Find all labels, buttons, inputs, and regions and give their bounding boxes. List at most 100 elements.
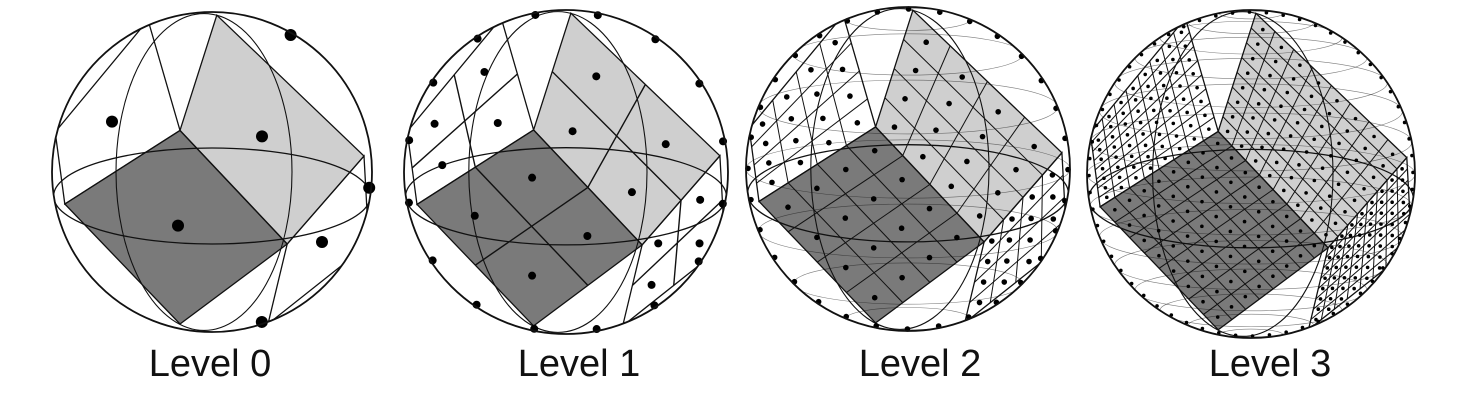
rim-dot [1217,330,1221,335]
pixel-center-dot [1347,244,1351,248]
pixel-center-dot [1378,255,1382,259]
pixel-center-dot [995,108,1001,115]
pixel-center-dot [1214,214,1218,219]
pixel-center-dot [1256,102,1261,106]
pixel-center-dot [1156,204,1161,208]
pixel-center-dot [696,195,705,204]
pixel-center-dot [1390,244,1395,249]
pixel-center-dot [964,158,970,165]
pixel-center-dot [1390,233,1395,238]
rim-dot [1281,13,1285,18]
pixel-center-dot [1298,254,1303,258]
pixel-center-dot [1256,259,1261,264]
pixel-center-dot [1165,96,1169,101]
pixel-center-dot [1333,221,1338,226]
pixel-center-dot [1155,58,1160,63]
pixel-center-dot [1119,185,1124,190]
pixel-center-dot [1370,200,1374,205]
pixel-center-dot [1325,266,1330,270]
pixel-center-dot [1245,71,1250,75]
pixel-center-dot [1354,158,1359,163]
pixel-center-dot [1336,182,1341,187]
pixel-center-dot [1168,109,1172,113]
sphere-outline [745,6,1071,332]
pixel-center-dot [766,160,772,166]
pixel-center-dot [1146,154,1150,159]
pixel-center-dot [1117,175,1122,180]
pixel-center-dot [1195,85,1199,90]
pixel-center-dot [1271,274,1275,279]
pixel-center-dot [1178,84,1182,88]
pixel-center-dot [1257,284,1261,289]
rim-dot [1233,333,1238,338]
rim-dot [1284,330,1288,334]
pixel-center-dot [870,196,877,202]
pixel-center-dot [1200,249,1204,254]
pixel-center-dot [788,115,795,122]
light-face [875,10,1062,242]
pixel-center-dot [1327,111,1332,116]
pixel-center-dot [1240,85,1245,90]
pixel-center-dot [1284,214,1289,219]
pixel-center-dot [1319,124,1324,129]
pixel-center-dot [926,205,933,212]
pixel-center-dot [1031,143,1037,150]
pixel-center-dot [1368,222,1373,226]
pixel-center-dot [627,188,636,197]
rim-dot [1410,187,1415,192]
pixel-center-dot [1215,289,1219,294]
pixel-center-dot [1143,72,1148,77]
pixel-center-dot [1352,198,1357,203]
pixel-center-dot [923,39,929,46]
pixel-center-dot [1050,216,1057,222]
rim-dot [1267,333,1272,337]
pixel-center-dot [1354,265,1359,269]
sphere-outline [1086,9,1416,339]
pixel-center-dot [1243,170,1248,175]
pixel-center-dot [899,176,905,183]
pixel-center-dot [1332,276,1337,280]
pixel-center-dot [1282,188,1286,193]
pixel-center-dot [1327,194,1332,198]
pixel-center-dot [1131,86,1135,91]
pixel-center-dot [1330,286,1335,291]
pixel-center-dot [1302,107,1307,112]
pixel-center-dot [1200,274,1205,279]
pixel-center-dot [695,239,704,248]
pixel-center-dot [1171,244,1176,248]
pixel-center-dot [1201,151,1205,155]
pixel-center-dot [1001,279,1008,285]
pixel-center-dot [1097,147,1102,152]
pixel-center-dot [1160,144,1165,149]
pixel-center-dot [1171,170,1176,174]
pixel-center-dot [1127,223,1132,227]
pixel-center-dot [1148,166,1153,170]
pixel-center-dot [1229,180,1233,185]
pixel-center-dot [1171,194,1176,199]
pixel-center-dot [1328,296,1333,301]
pixel-center-dot [976,213,983,219]
pixel-center-dot [1201,299,1205,304]
pixel-center-dot [1353,276,1358,280]
pixel-center-dot [847,93,853,99]
pixel-center-dot [797,159,804,166]
pixel-center-dot [1207,127,1211,131]
pixel-center-dot [1291,77,1296,81]
sphere-level-0 [51,11,376,333]
pixel-center-dot [1253,159,1258,163]
pixel-center-dot [1004,258,1010,264]
pixel-center-dot [1260,145,1264,150]
pixel-center-dot [480,67,489,76]
pixel-center-dot [1381,164,1385,168]
pixel-center-dot [1151,108,1156,113]
pixel-center-dot [1225,129,1230,134]
pixel-center-dot [814,91,820,97]
pixel-center-dot [1309,94,1314,99]
pixel-center-dot [430,119,439,128]
pixel-center-dot [470,211,479,220]
pixel-center-dot [1390,200,1394,205]
pixel-center-dot [1342,275,1347,280]
pixel-center-dot [1185,110,1189,115]
pixel-center-dot [1256,234,1261,239]
pixel-center-dot [826,139,832,146]
